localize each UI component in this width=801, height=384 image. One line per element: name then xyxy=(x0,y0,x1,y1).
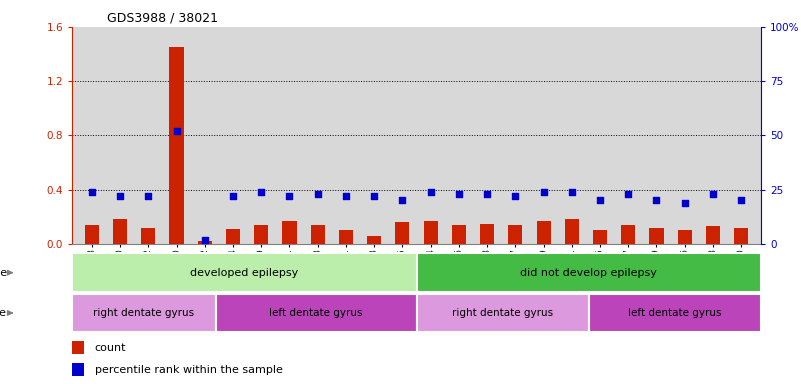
Bar xyxy=(706,226,720,244)
Point xyxy=(650,197,663,204)
Point xyxy=(594,197,606,204)
Bar xyxy=(417,294,589,332)
Bar xyxy=(226,229,240,244)
Text: left dentate gyrus: left dentate gyrus xyxy=(269,308,363,318)
Point xyxy=(622,191,634,197)
Point xyxy=(735,197,747,204)
Text: percentile rank within the sample: percentile rank within the sample xyxy=(95,364,283,375)
Text: did not develop epilepsy: did not develop epilepsy xyxy=(521,268,657,278)
Point xyxy=(706,191,719,197)
Point xyxy=(396,197,409,204)
Point xyxy=(86,189,99,195)
Bar xyxy=(565,219,579,244)
Text: right dentate gyrus: right dentate gyrus xyxy=(452,308,553,318)
Bar xyxy=(589,294,761,332)
Text: developed epilepsy: developed epilepsy xyxy=(190,268,299,278)
Point xyxy=(453,191,465,197)
Bar xyxy=(198,241,211,244)
Point xyxy=(425,189,437,195)
Bar xyxy=(424,221,437,244)
Bar xyxy=(85,225,99,244)
Bar xyxy=(311,225,324,244)
Text: count: count xyxy=(95,343,127,353)
Bar xyxy=(283,221,296,244)
Bar xyxy=(537,221,550,244)
Bar xyxy=(141,228,155,244)
Bar xyxy=(367,236,381,244)
Point xyxy=(170,128,183,134)
Point xyxy=(537,189,550,195)
Text: GDS3988 / 38021: GDS3988 / 38021 xyxy=(107,11,218,24)
Bar xyxy=(480,223,494,244)
Text: tissue: tissue xyxy=(0,308,6,318)
Bar xyxy=(72,253,417,292)
Bar xyxy=(72,294,215,332)
Point xyxy=(312,191,324,197)
Bar xyxy=(113,219,127,244)
Point xyxy=(678,200,691,206)
Point xyxy=(566,189,578,195)
Point xyxy=(283,193,296,199)
Point xyxy=(199,237,211,243)
Bar xyxy=(339,230,353,244)
Bar xyxy=(417,253,761,292)
Point xyxy=(481,191,493,197)
Bar xyxy=(735,228,748,244)
Text: left dentate gyrus: left dentate gyrus xyxy=(628,308,722,318)
Point xyxy=(255,189,268,195)
Bar xyxy=(215,294,417,332)
Bar xyxy=(509,225,522,244)
Point xyxy=(227,193,239,199)
Bar xyxy=(170,47,183,244)
Text: right dentate gyrus: right dentate gyrus xyxy=(93,308,195,318)
Point xyxy=(368,193,380,199)
Bar xyxy=(678,230,692,244)
Bar xyxy=(452,225,466,244)
Point xyxy=(142,193,155,199)
Bar xyxy=(72,341,84,354)
Bar xyxy=(650,228,663,244)
Bar xyxy=(72,363,84,376)
Point xyxy=(114,193,127,199)
Bar xyxy=(622,225,635,244)
Bar xyxy=(254,225,268,244)
Text: disease state: disease state xyxy=(0,268,6,278)
Bar xyxy=(396,222,409,244)
Bar xyxy=(593,230,607,244)
Point xyxy=(340,193,352,199)
Point xyxy=(509,193,521,199)
